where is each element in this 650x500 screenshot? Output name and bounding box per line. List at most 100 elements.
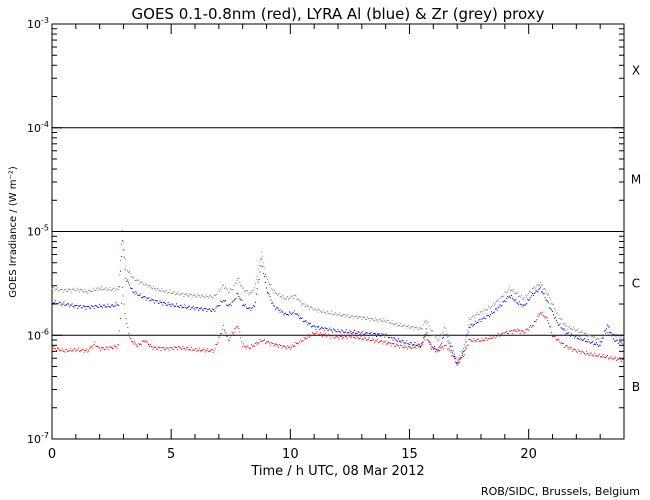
data-point bbox=[538, 289, 540, 291]
data-point bbox=[215, 307, 217, 309]
data-point bbox=[121, 240, 123, 242]
data-point bbox=[251, 344, 253, 346]
data-point bbox=[153, 299, 155, 301]
data-point bbox=[126, 280, 128, 282]
data-point bbox=[258, 342, 260, 344]
data-point bbox=[566, 325, 568, 327]
data-point bbox=[375, 340, 377, 342]
data-point bbox=[167, 302, 169, 304]
data-point bbox=[61, 303, 63, 305]
data-point bbox=[509, 290, 511, 292]
data-point bbox=[576, 337, 578, 339]
data-point bbox=[133, 292, 135, 294]
data-point bbox=[209, 350, 211, 352]
data-point bbox=[338, 314, 340, 316]
data-point bbox=[55, 288, 57, 290]
data-point bbox=[366, 339, 368, 341]
data-point bbox=[434, 351, 436, 353]
data-point bbox=[173, 348, 175, 350]
data-point bbox=[533, 320, 535, 322]
data-point bbox=[94, 305, 96, 307]
data-point bbox=[118, 304, 120, 306]
data-point bbox=[277, 308, 279, 310]
data-point bbox=[73, 348, 75, 350]
data-point bbox=[365, 339, 367, 341]
data-point bbox=[431, 346, 433, 348]
data-point bbox=[354, 333, 356, 335]
data-point bbox=[568, 348, 570, 350]
data-point bbox=[463, 354, 465, 356]
data-point bbox=[80, 289, 82, 291]
data-point bbox=[351, 336, 353, 338]
data-point bbox=[438, 350, 440, 352]
data-point bbox=[147, 342, 149, 344]
data-point bbox=[434, 335, 436, 337]
data-point bbox=[504, 300, 506, 302]
data-point bbox=[508, 330, 510, 332]
data-point bbox=[60, 350, 62, 352]
data-point bbox=[483, 310, 485, 312]
data-point bbox=[561, 327, 563, 329]
data-point bbox=[235, 297, 237, 299]
data-point bbox=[329, 335, 331, 337]
data-point bbox=[195, 295, 197, 297]
data-point bbox=[454, 357, 456, 359]
data-point bbox=[187, 307, 189, 309]
data-point bbox=[192, 306, 194, 308]
data-point bbox=[289, 348, 291, 350]
data-point bbox=[387, 337, 389, 339]
data-point bbox=[120, 302, 122, 304]
data-point bbox=[144, 282, 146, 284]
data-point bbox=[311, 307, 313, 309]
data-point bbox=[91, 347, 93, 349]
data-point bbox=[451, 345, 453, 347]
data-point bbox=[117, 304, 119, 306]
data-point bbox=[343, 336, 344, 338]
data-point bbox=[486, 314, 488, 316]
data-point bbox=[370, 340, 372, 341]
data-point bbox=[596, 356, 598, 358]
data-point bbox=[434, 336, 436, 338]
data-point bbox=[326, 328, 328, 330]
data-point bbox=[603, 356, 605, 358]
data-point bbox=[543, 288, 545, 289]
data-point bbox=[120, 255, 122, 257]
data-point bbox=[109, 346, 111, 348]
data-point bbox=[460, 350, 462, 352]
data-point bbox=[445, 334, 447, 336]
data-point bbox=[518, 295, 520, 297]
data-point bbox=[594, 343, 596, 345]
data-point bbox=[183, 348, 185, 350]
data-point bbox=[509, 295, 511, 297]
data-point bbox=[119, 330, 121, 332]
data-point bbox=[251, 290, 253, 292]
data-point bbox=[464, 338, 466, 340]
data-point bbox=[345, 329, 347, 331]
data-point bbox=[295, 313, 297, 315]
data-point bbox=[453, 353, 455, 355]
data-point bbox=[396, 322, 398, 324]
data-point bbox=[72, 350, 74, 352]
data-point bbox=[297, 343, 299, 345]
data-point bbox=[275, 343, 277, 345]
data-point bbox=[432, 346, 434, 348]
data-point bbox=[311, 332, 313, 334]
data-point bbox=[271, 288, 273, 290]
data-point bbox=[210, 349, 212, 351]
data-point bbox=[334, 336, 336, 338]
data-point bbox=[242, 305, 244, 307]
data-point bbox=[501, 296, 503, 298]
data-point bbox=[256, 343, 258, 345]
data-point bbox=[459, 358, 461, 360]
data-point bbox=[228, 304, 230, 306]
data-point bbox=[616, 339, 618, 341]
data-point bbox=[503, 295, 505, 297]
data-point bbox=[613, 333, 615, 335]
data-point bbox=[488, 338, 490, 340]
data-point bbox=[365, 332, 367, 334]
data-point bbox=[81, 307, 83, 309]
data-point bbox=[245, 347, 247, 349]
data-point bbox=[549, 307, 551, 309]
data-point bbox=[336, 330, 338, 332]
data-point bbox=[418, 346, 420, 348]
